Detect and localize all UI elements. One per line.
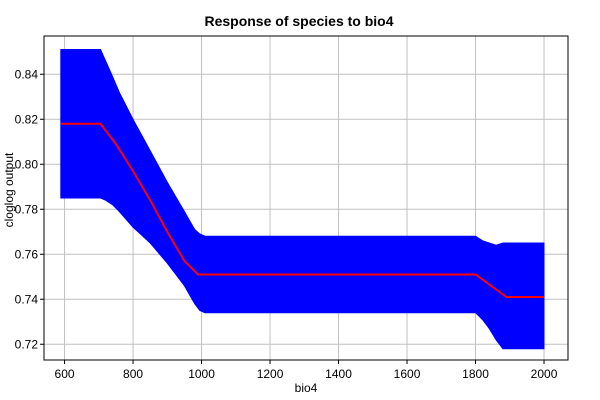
y-tick-label: 0.76 — [15, 247, 39, 261]
plot-frame — [43, 35, 569, 361]
y-tick-label: 0.80 — [15, 157, 39, 171]
chart-title: Response of species to bio4 — [204, 13, 393, 29]
x-tick-label: 800 — [123, 367, 143, 381]
x-tick-label: 1200 — [257, 367, 284, 381]
y-tick-label: 0.72 — [15, 337, 39, 351]
x-tick-label: 1800 — [462, 367, 489, 381]
x-tick-label: 1000 — [188, 367, 215, 381]
y-axis-label: cloglog output — [2, 152, 16, 227]
tick-layer: 600 800 1000 1200 1400 1600 1800 2000 0.72 0.74 0.… — [15, 67, 558, 381]
x-tick-label: 1600 — [394, 367, 421, 381]
x-tick-label: 1400 — [325, 367, 352, 381]
y-tick-label: 0.78 — [15, 202, 39, 216]
x-tick-label: 600 — [55, 367, 75, 381]
x-tick-label: 2000 — [531, 367, 558, 381]
y-tick-label: 0.82 — [15, 112, 39, 126]
mean-response-line — [60, 122, 544, 298]
y-tick-label: 0.74 — [15, 292, 39, 306]
x-axis-label: bio4 — [295, 381, 318, 395]
y-tick-label: 0.84 — [15, 67, 39, 81]
plot-layer — [60, 49, 545, 350]
